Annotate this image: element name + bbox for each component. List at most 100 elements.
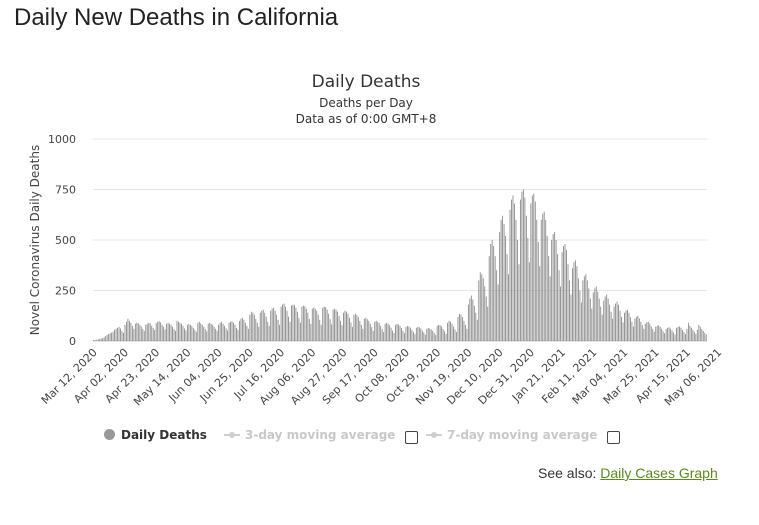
bar <box>227 330 228 341</box>
bar <box>591 308 593 341</box>
bar <box>696 329 698 341</box>
bar <box>224 325 226 341</box>
bar <box>405 326 407 341</box>
bar <box>240 318 242 341</box>
bar <box>579 290 581 341</box>
bar <box>522 189 524 341</box>
bar <box>531 195 533 341</box>
bar <box>213 326 215 341</box>
bar <box>554 231 556 341</box>
bar <box>337 311 339 341</box>
bar <box>445 333 447 341</box>
bar <box>301 306 303 341</box>
bar <box>114 329 116 341</box>
bar <box>102 337 104 341</box>
bar <box>679 326 680 341</box>
bar <box>276 314 278 341</box>
bar <box>519 199 521 341</box>
bar <box>195 331 197 341</box>
bar <box>99 338 101 341</box>
bar <box>534 201 536 341</box>
legend-marker-circle-icon <box>104 429 115 440</box>
bar <box>106 334 108 341</box>
bar <box>374 321 376 341</box>
chart-title: Daily Deaths <box>312 72 421 92</box>
bar <box>585 274 587 341</box>
bar <box>353 314 355 341</box>
legend-item-7day-average[interactable]: 7-day moving average <box>426 428 597 442</box>
bar <box>418 327 420 341</box>
bar <box>490 244 492 341</box>
bar <box>338 315 340 341</box>
bar <box>442 328 444 341</box>
3day-average-checkbox[interactable] <box>405 431 418 444</box>
bar <box>185 330 187 341</box>
bar <box>238 320 240 341</box>
bar <box>521 191 523 341</box>
bar <box>702 330 704 341</box>
daily-cases-graph-link[interactable]: Daily Cases Graph <box>600 465 718 481</box>
bar <box>572 268 573 341</box>
bar <box>389 325 391 341</box>
bar <box>677 326 679 341</box>
bar <box>619 310 621 341</box>
bar <box>204 328 206 341</box>
bar <box>668 327 670 341</box>
bar <box>582 280 584 341</box>
bar <box>206 331 208 341</box>
bar <box>396 323 398 341</box>
bar <box>456 332 457 341</box>
bar <box>194 329 196 341</box>
bar <box>525 215 527 341</box>
bar <box>182 325 184 341</box>
bar <box>545 219 547 341</box>
bar <box>323 306 325 341</box>
bar <box>123 332 124 341</box>
bar <box>460 314 462 341</box>
bar <box>210 323 212 341</box>
bar <box>564 244 566 341</box>
bar <box>414 334 416 341</box>
y-tick-label: 1000 <box>48 133 76 146</box>
bar <box>647 321 649 341</box>
bar <box>292 304 294 341</box>
bar <box>479 272 481 341</box>
bar <box>198 321 200 341</box>
bar <box>154 329 156 341</box>
bar <box>169 323 171 341</box>
bar <box>612 318 614 341</box>
bar <box>392 330 394 341</box>
bar <box>296 311 298 341</box>
bar <box>514 203 515 341</box>
legend-item-3day-average[interactable]: 3-day moving average <box>224 428 395 442</box>
bar <box>496 270 498 341</box>
legend-item-daily-deaths[interactable]: Daily Deaths <box>104 428 207 442</box>
bar <box>482 278 484 341</box>
bar <box>533 193 535 341</box>
bar <box>424 334 426 341</box>
bar <box>650 326 652 341</box>
bar <box>313 307 315 341</box>
7day-average-checkbox[interactable] <box>607 431 620 444</box>
bar <box>335 309 337 341</box>
bar <box>280 306 282 341</box>
bar <box>576 266 578 341</box>
bar <box>173 328 175 341</box>
bar <box>613 306 615 341</box>
bar <box>589 298 591 341</box>
bar <box>157 321 159 341</box>
bar <box>451 323 453 341</box>
bar <box>683 332 685 341</box>
bar <box>175 330 176 341</box>
bar <box>687 322 689 341</box>
bar <box>160 322 162 341</box>
bar <box>395 324 396 341</box>
bar <box>628 312 630 341</box>
bar <box>583 276 585 341</box>
bar <box>192 327 194 341</box>
bar <box>399 325 401 341</box>
bar <box>268 325 270 341</box>
bar <box>412 331 414 341</box>
bar <box>652 328 654 341</box>
bar <box>322 307 324 341</box>
